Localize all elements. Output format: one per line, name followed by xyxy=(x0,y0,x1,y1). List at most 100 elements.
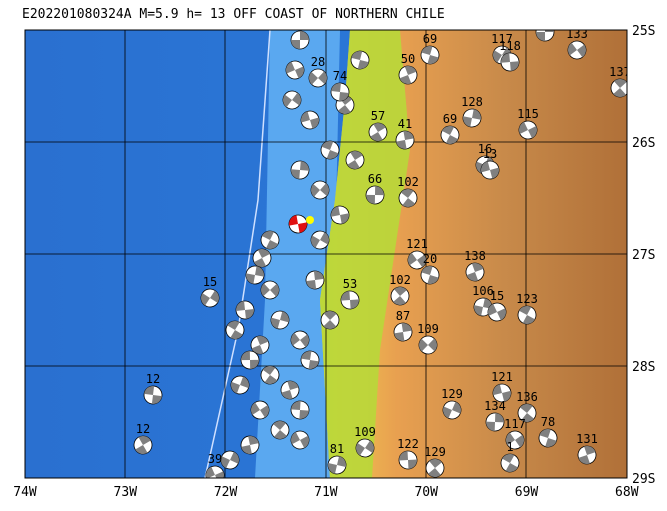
depth-label: 50 xyxy=(401,52,415,66)
beachball xyxy=(365,185,385,205)
beachball xyxy=(418,335,438,355)
beachball xyxy=(310,230,330,250)
depth-label: 15 xyxy=(490,289,504,303)
depth-label: 109 xyxy=(417,322,439,336)
depth-label: 106 xyxy=(472,284,494,298)
depth-label: 12 xyxy=(136,422,150,436)
beachball xyxy=(538,428,558,448)
beachball xyxy=(327,455,347,475)
ball-quadrant xyxy=(488,303,506,321)
ball-quadrant xyxy=(519,306,535,324)
beachball xyxy=(350,50,370,70)
ball-quadrant xyxy=(291,401,309,419)
ball-quadrant xyxy=(568,42,586,58)
ball-quadrant xyxy=(291,161,309,179)
beachball xyxy=(143,385,163,405)
beachball xyxy=(320,140,340,160)
lon-label: 71W xyxy=(314,485,338,500)
depth-label: 39 xyxy=(208,452,222,466)
ball-quadrant xyxy=(251,336,269,354)
beachball xyxy=(260,230,280,250)
ball-quadrant xyxy=(466,263,484,281)
ball-quadrant xyxy=(463,109,481,127)
ball-quadrant xyxy=(393,287,407,305)
depth-label: 117 xyxy=(534,9,556,23)
ball-quadrant xyxy=(474,298,492,316)
ball-quadrant xyxy=(201,290,219,306)
beachball xyxy=(440,125,460,145)
trench-line xyxy=(204,30,271,478)
beachball xyxy=(260,365,280,385)
ball-quadrant xyxy=(502,454,518,472)
ball-quadrant xyxy=(400,189,416,207)
ball-quadrant xyxy=(481,161,499,179)
beachball xyxy=(473,297,493,317)
ball-quadrant xyxy=(331,83,349,101)
beachball xyxy=(480,160,500,180)
beachball xyxy=(225,320,245,340)
ball-quadrant xyxy=(323,311,337,329)
ball-quadrant xyxy=(520,404,534,422)
depth-label: 117 xyxy=(491,32,513,46)
beachball xyxy=(300,110,320,130)
beachball xyxy=(492,383,512,403)
beachball xyxy=(235,300,255,320)
ball-quadrant xyxy=(283,92,301,108)
lat-label: 25S xyxy=(632,24,655,39)
ball-quadrant xyxy=(408,252,426,268)
lon-label: 70W xyxy=(414,485,438,500)
beachball xyxy=(398,188,418,208)
depth-label: 53 xyxy=(343,277,357,291)
ball-quadrant xyxy=(539,429,557,447)
title: E202201080324A M=5.9 h= 13 OFF COAST OF … xyxy=(22,7,445,22)
map-area: 1171336950117118137128115694128745716131… xyxy=(25,9,627,478)
lat-label: 27S xyxy=(632,248,655,263)
ball-quadrant xyxy=(519,121,537,139)
beachball xyxy=(250,400,270,420)
depth-label: 129 xyxy=(441,387,463,401)
depth-label: 138 xyxy=(464,249,486,263)
beachball xyxy=(487,302,507,322)
ball-quadrant xyxy=(246,266,264,284)
beachball xyxy=(462,108,482,128)
ball-quadrant xyxy=(221,451,239,469)
depth-label: 128 xyxy=(461,95,483,109)
ball-quadrant xyxy=(443,401,461,419)
ball-quadrant xyxy=(286,61,304,79)
depth-label: 12 xyxy=(146,372,160,386)
ball-quadrant xyxy=(241,436,259,454)
ball-quadrant xyxy=(493,47,511,63)
depth-label: 122 xyxy=(397,437,419,451)
ball-quadrant xyxy=(281,381,299,399)
depth-label: 13 xyxy=(483,147,497,161)
beachball xyxy=(517,403,537,423)
lon-label: 73W xyxy=(114,485,138,500)
depth-label: 102 xyxy=(389,273,411,287)
beachball xyxy=(485,412,505,432)
beachball xyxy=(282,90,302,110)
depth-label: 69 xyxy=(443,112,457,126)
ball-quadrant xyxy=(236,301,254,319)
beachball xyxy=(220,450,240,470)
beachball xyxy=(390,286,410,306)
beachball xyxy=(505,430,525,450)
depth-label: 78 xyxy=(541,415,555,429)
depth-label: 87 xyxy=(396,309,410,323)
beachball xyxy=(240,435,260,455)
beachball xyxy=(500,52,520,72)
beachball xyxy=(245,265,265,285)
beachball xyxy=(425,458,445,478)
beachball xyxy=(133,435,153,455)
beachball xyxy=(285,60,305,80)
ball-quadrant xyxy=(396,131,414,149)
beachball xyxy=(252,248,272,268)
depth-label: 118 xyxy=(499,39,521,53)
beachball xyxy=(205,465,225,478)
graticule xyxy=(25,30,627,478)
depth-label: 28 xyxy=(311,55,325,69)
beachball xyxy=(240,350,260,370)
depth-label: 109 xyxy=(354,425,376,439)
ball-quadrant xyxy=(356,440,374,456)
beachball xyxy=(345,150,365,170)
